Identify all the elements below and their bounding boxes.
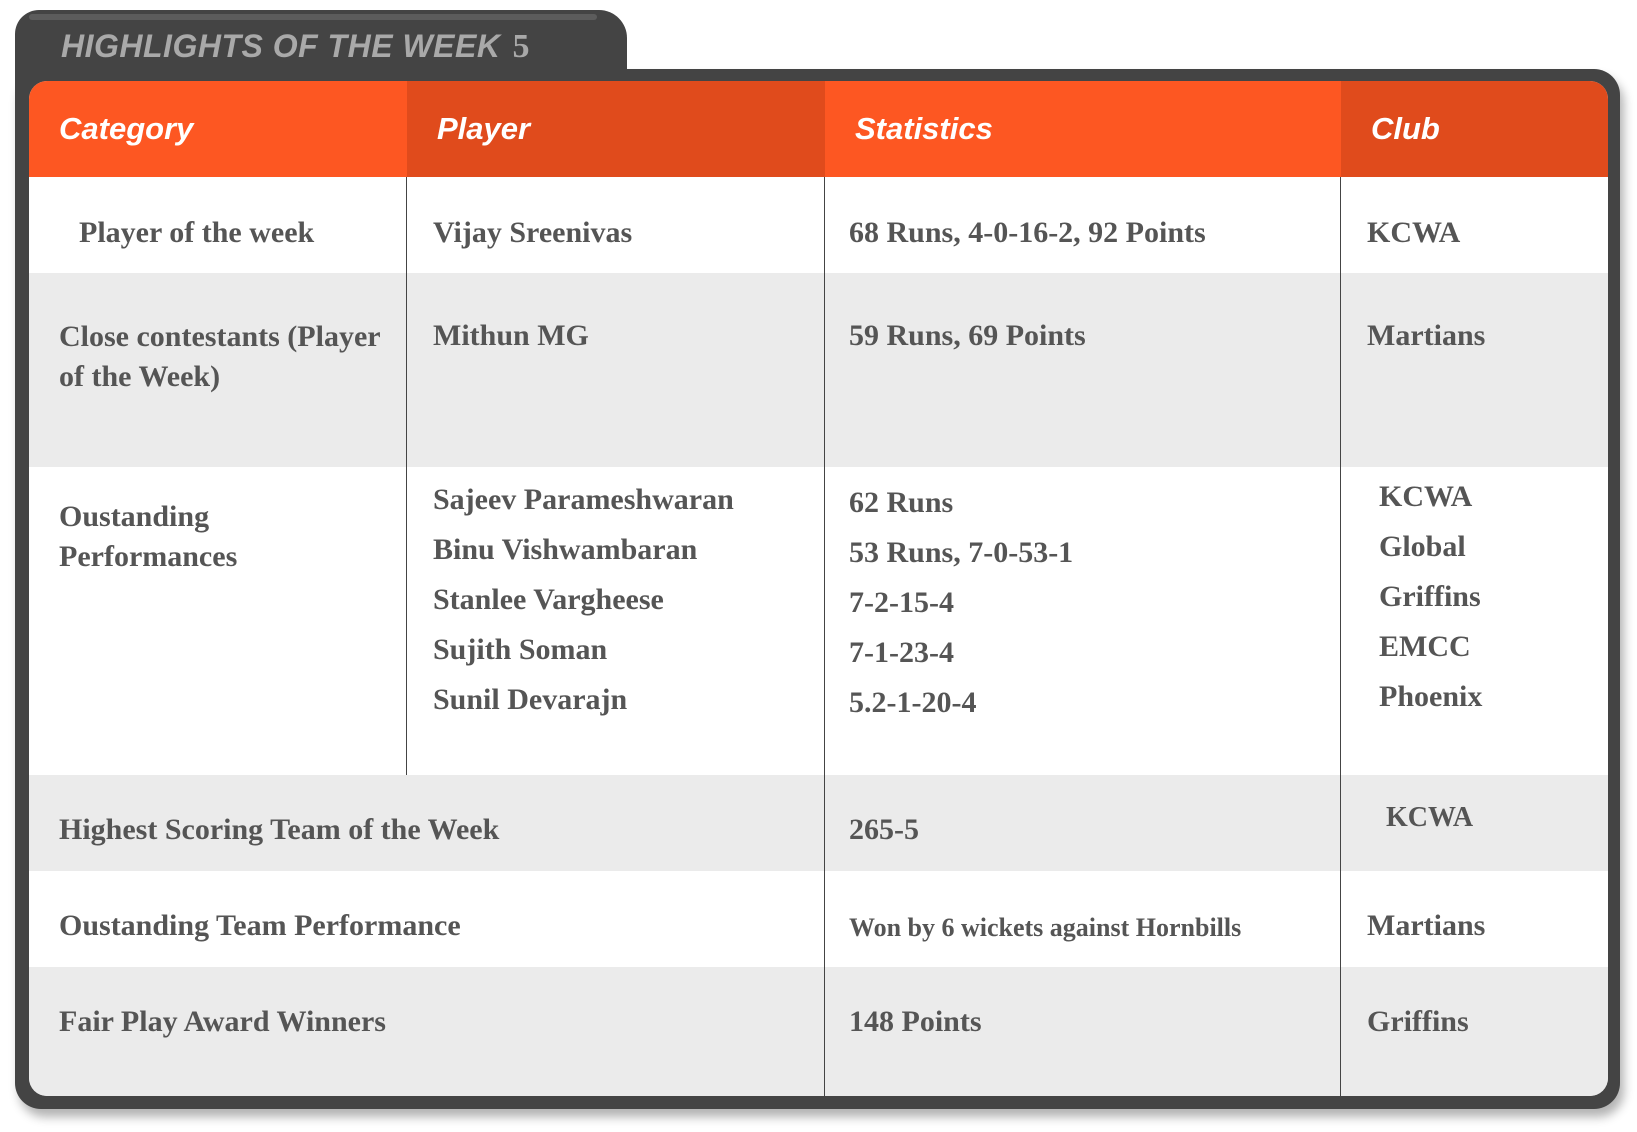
club-cell: Martians [1367,909,1486,942]
stats-cell: 7-1-23-4 [849,636,954,669]
header-player: Player [407,81,825,177]
player-cell: Sujith Soman [433,633,608,666]
club-cell: KCWA [1386,802,1474,833]
club-list: KCWA Global Griffins EMCC Phoenix [1379,472,1482,722]
category-cell: Highest Scoring Team of the Week [59,813,500,846]
stats-cell: 68 Runs, 4-0-16-2, 92 Points [849,216,1206,249]
stats-cell: Won by 6 wickets against Hornbills [849,913,1242,942]
stats-cell: 7-2-15-4 [849,586,954,619]
stats-cell: 265-5 [849,813,919,846]
club-cell: KCWA [1379,480,1473,513]
player-cell: Sajeev Parameshwaran [433,483,734,516]
category-cell: Close contestants (Player of the Week) [59,320,381,393]
club-cell: EMCC [1379,630,1471,663]
column-divider [1340,177,1341,1096]
player-list: Sajeev Parameshwaran Binu Vishwambaran S… [433,475,734,725]
club-cell: KCWA [1367,216,1461,249]
stats-cell: 59 Runs, 69 Points [849,319,1086,352]
stats-cell: 148 Points [849,1005,982,1038]
player-cell: Vijay Sreenivas [433,216,633,249]
page-title: HIGHLIGHTS OF THE WEEK 5 [61,28,530,66]
table-row [29,273,1608,467]
player-cell: Stanlee Vargheese [433,583,664,616]
column-divider [824,177,825,1096]
column-divider [406,177,407,775]
table-row [29,467,1608,775]
title-text: HIGHLIGHTS OF THE WEEK [61,28,501,64]
club-cell: Martians [1367,319,1486,352]
stats-cell: 53 Runs, 7-0-53-1 [849,536,1074,569]
header-statistics: Statistics [825,81,1341,177]
week-number: 5 [512,28,530,65]
club-cell: Griffins [1367,1005,1469,1038]
stats-cell: 62 Runs [849,486,954,519]
club-cell: Phoenix [1379,680,1483,713]
highlights-table: Category Player Statistics Club Player o… [29,81,1608,1096]
stats-cell: 5.2-1-20-4 [849,686,977,719]
category-cell: Fair Play Award Winners [59,1005,386,1038]
player-cell: Sunil Devarajn [433,683,628,716]
table-row [29,871,1608,967]
stats-list: 62 Runs 53 Runs, 7-0-53-1 7-2-15-4 7-1-2… [849,478,1073,728]
table-row [29,967,1608,1096]
player-cell: Binu Vishwambaran [433,533,698,566]
category-cell: Player of the week [79,216,315,249]
table-row [29,775,1608,871]
player-cell: Mithun MG [433,319,589,352]
club-cell: Global [1379,530,1466,563]
club-cell: Griffins [1379,580,1481,613]
category-cell: Oustanding Team Performance [59,909,461,942]
category-cell: Oustanding Performances [59,500,238,573]
header-club: Club [1341,81,1608,177]
header-category: Category [29,81,407,177]
table-row [29,177,1608,273]
